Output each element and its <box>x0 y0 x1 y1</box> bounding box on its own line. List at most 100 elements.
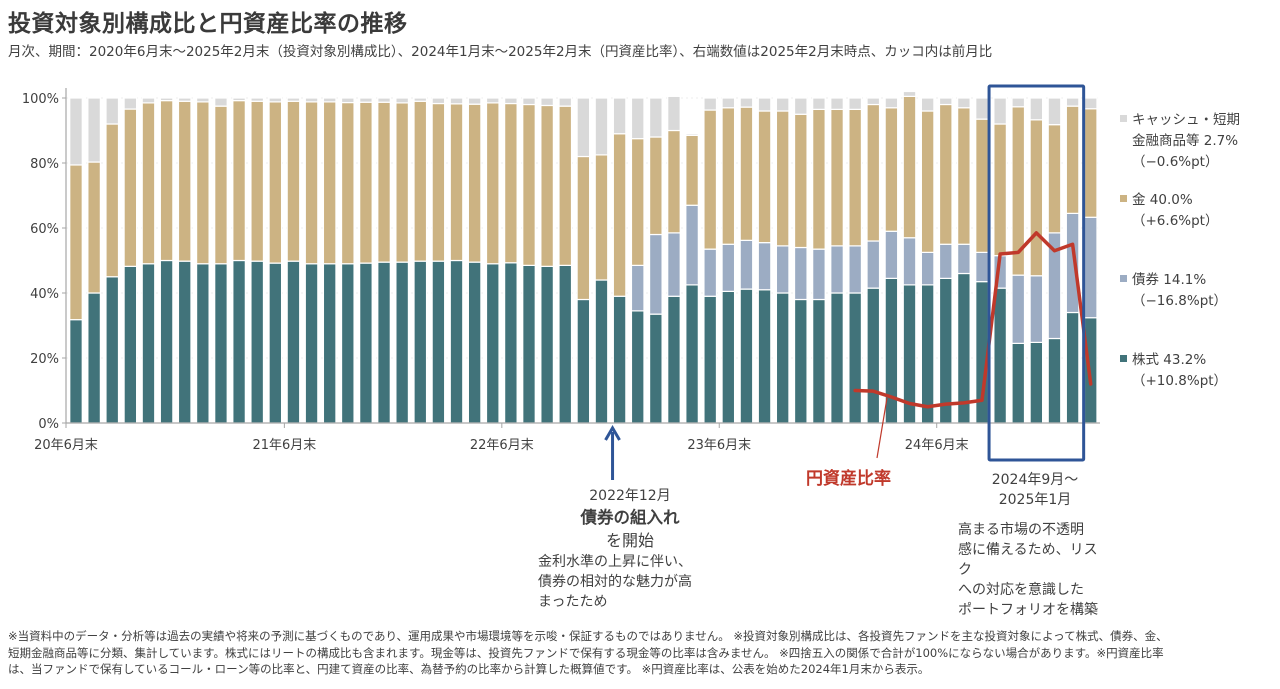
bar-segment-gold <box>159 99 174 262</box>
bar-segment-gold <box>504 102 518 264</box>
bar-segment-cash <box>159 97 174 102</box>
bar-segment-cash <box>87 97 101 163</box>
bond-start-desc-line: 金利水準の上昇に伴い、 <box>538 554 692 570</box>
bar-segment-gold <box>775 110 790 247</box>
bar-segment-gold <box>1083 108 1098 218</box>
bar-segment-stock <box>87 292 101 424</box>
bar-segment-cash <box>377 97 391 103</box>
bar-segment-gold <box>739 106 754 241</box>
bar-segment-stock <box>540 265 554 424</box>
bar-segment-cash <box>757 97 772 112</box>
bar-segment-cash <box>232 97 246 102</box>
bar-segment-cash <box>902 90 917 97</box>
bar-segment-cash <box>739 97 754 108</box>
bar-segment-cash <box>268 97 283 103</box>
bar-segment-stock <box>395 261 410 424</box>
bar-segment-stock <box>830 292 844 424</box>
legend-item-cash: キャッシュ・短期 金融商品等 2.7% （−0.6%pt） <box>1120 110 1280 173</box>
bar-segment-gold <box>612 133 627 297</box>
bar-segment-cash <box>721 97 736 109</box>
bar-segment-gold <box>395 102 410 263</box>
bar-segment-stock <box>757 289 772 424</box>
bar-segment-stock <box>866 287 881 424</box>
bar-segment-stock <box>232 259 246 424</box>
bar-segment-bond <box>703 248 718 297</box>
legend-swatch-stock <box>1120 354 1127 362</box>
bar-segment-cash <box>957 97 971 109</box>
legend-swatch-cash <box>1120 114 1127 122</box>
bar-segment-cash <box>793 97 808 115</box>
page-subtitle: 月次、期間：2020年6月末～2025年2月末（投資対象別構成比）、2024年1… <box>8 44 993 60</box>
bar-segment-gold <box>123 108 138 267</box>
bar-segment-stock <box>793 298 808 424</box>
legend-item-gold: 金 40.0% （+6.6%pt） <box>1120 190 1280 232</box>
bar-segment-stock <box>449 259 464 424</box>
bar-segment-bond <box>757 242 772 291</box>
bar-segment-cash <box>558 97 573 107</box>
bar-segment-gold <box>87 161 101 294</box>
bar-segment-gold <box>141 102 156 265</box>
bar-segment-cash <box>667 95 681 132</box>
bar-segment-gold <box>431 102 446 262</box>
bar-segment-cash <box>340 97 355 104</box>
bar-segment-gold <box>540 104 554 267</box>
bar-segment-gold <box>957 107 971 245</box>
bar-segment-cash <box>703 97 718 111</box>
bond-start-headline2: を開始 <box>605 531 654 550</box>
bar-segment-gold <box>268 101 283 264</box>
bar-segment-gold <box>413 100 428 262</box>
bar-segment-gold <box>105 123 120 278</box>
bar-segment-gold <box>630 138 645 266</box>
footnote-line: 短期金融商品等に分類、集計しています。株式にはリートの構成比も含まれます。現金等… <box>8 645 1164 660</box>
bar-segment-bond <box>630 264 645 312</box>
bar-segment-stock <box>648 313 663 424</box>
bar-segment-stock <box>69 319 83 424</box>
bar-segment-gold <box>1065 105 1080 214</box>
bar-segment-stock <box>775 292 790 424</box>
bar-segment-stock <box>105 276 120 424</box>
bar-segment-gold <box>377 101 391 263</box>
footnote-line: は、当ファンドで保有しているコール・ローン等の比率と、円建て資産の比率、為替予約… <box>8 662 930 676</box>
bar-segment-bond <box>648 233 663 315</box>
bar-segment-gold <box>467 103 482 263</box>
bar-segment-cash <box>467 97 482 105</box>
bond-start-headline: 債券の組入れ <box>580 508 680 527</box>
y-tick-label: 0% <box>38 417 59 432</box>
bar-segment-cash <box>830 97 844 110</box>
bar-segment-stock <box>467 261 482 424</box>
bar-segment-cash <box>884 97 899 109</box>
bar-segment-cash <box>214 97 228 107</box>
bar-segment-gold <box>757 110 772 244</box>
bar-segment-stock <box>522 264 536 424</box>
bar-segment-cash <box>431 97 446 105</box>
bar-segment-cash <box>69 97 83 166</box>
bar-segment-stock <box>268 262 283 424</box>
bar-segment-gold <box>558 105 573 266</box>
legend-change: （−16.8%pt） <box>1132 293 1228 309</box>
bar-segment-cash <box>105 97 120 125</box>
bar-segment-stock <box>848 292 863 424</box>
legend-item-stock: 株式 43.2% （+10.8%pt） <box>1120 350 1280 392</box>
bar-segment-cash <box>975 97 989 120</box>
bar-segment-stock <box>630 310 645 424</box>
footnotes: ※当資料中のデータ・分析等は過去の実績や将来の予測に基づくものであり、運用成果や… <box>8 628 1274 678</box>
bar-segment-stock <box>286 260 301 424</box>
bar-segment-cash <box>1065 97 1080 107</box>
bar-segment-cash <box>504 97 518 105</box>
bar-segment-gold <box>866 103 881 242</box>
bar-segment-cash <box>685 133 699 136</box>
legend-swatch-bond <box>1120 274 1127 282</box>
bar-segment-cash <box>359 97 373 103</box>
bond-start-annotation: 2022年12月 債券の組入れ を開始 金利水準の上昇に伴い、 債券の相対的な魅… <box>530 486 730 612</box>
legend-change: （+6.6%pt） <box>1132 213 1219 229</box>
x-tick-label: 21年6月末 <box>252 438 316 453</box>
axes: 0% 20% 40% 60% 80% 100% 20年6月末 21年6月末 22年6月末 23年6… <box>22 88 1100 453</box>
bar-segment-gold <box>594 154 609 281</box>
bar-segment-stock <box>177 260 192 424</box>
bar-segment-gold <box>522 103 536 266</box>
legend-change: （+10.8%pt） <box>1132 373 1228 389</box>
bar-segment-gold <box>250 100 265 262</box>
bar-segment-cash <box>993 97 1007 125</box>
bar-segment-stock <box>322 263 337 424</box>
bar-segment-stock <box>214 263 228 424</box>
